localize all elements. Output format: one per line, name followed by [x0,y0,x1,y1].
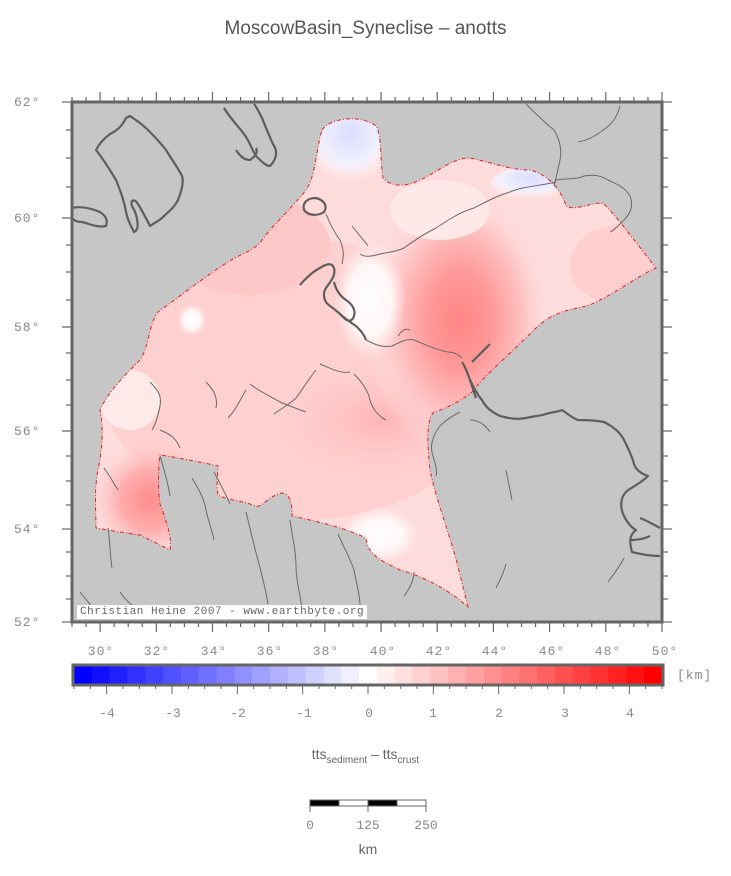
colorbar-label: -4 [99,706,115,721]
lat-label-58: 58° [14,320,41,335]
formula-subscript: crust [397,754,420,766]
scale-bar [309,799,427,812]
lat-label-56: 56° [14,424,41,439]
lon-label-50: 50° [651,644,679,659]
colorbar-label: 3 [561,706,569,721]
lon-label-34: 34° [200,644,228,659]
scale-label: 125 [356,818,380,833]
colorbar-label: 4 [626,706,634,721]
lon-label-46: 46° [538,644,566,659]
lon-label-42: 42° [425,644,453,659]
lat-label-52: 52° [14,615,41,630]
lat-ticks [62,101,672,623]
colorbar-unit: [km] [677,668,713,683]
coastlines-lakes [71,103,661,558]
lon-label-38: 38° [312,644,340,659]
colorbar-label: -2 [230,706,246,721]
colorbar-label: -1 [296,706,312,721]
lon-label-44: 44° [481,644,509,659]
variable-formula: ttssediment – ttscrust [0,746,731,766]
colorbar-label: -3 [165,706,181,721]
page-title: MoscowBasin_Syneclise – anotts [224,18,507,39]
scale-label: 250 [414,818,438,833]
lon-ticks [71,92,663,632]
lon-label-30: 30° [87,644,115,659]
credit-text: Christian Heine 2007 - www.earthbyte.org [77,605,368,619]
colorbar [71,663,665,694]
formula-operator: – [367,746,383,762]
lat-label-54: 54° [14,522,41,537]
formula-term: tts [311,746,327,762]
lon-label-40: 40° [369,644,397,659]
lon-label-32: 32° [143,644,171,659]
scale-unit: km [358,841,378,857]
lon-label-48: 48° [594,644,622,659]
scale-label: 0 [306,818,314,833]
rivers [79,103,633,613]
lat-label-62: 62° [14,95,41,110]
basin-outline [95,118,657,609]
colorbar-label: 0 [365,706,373,721]
lat-label-60: 60° [14,211,41,226]
colorbar-label: 1 [429,706,437,721]
colorbar-label: 2 [495,706,503,721]
formula-term: tts [382,746,398,762]
formula-subscript: sediment [326,754,368,766]
lon-label-36: 36° [256,644,284,659]
